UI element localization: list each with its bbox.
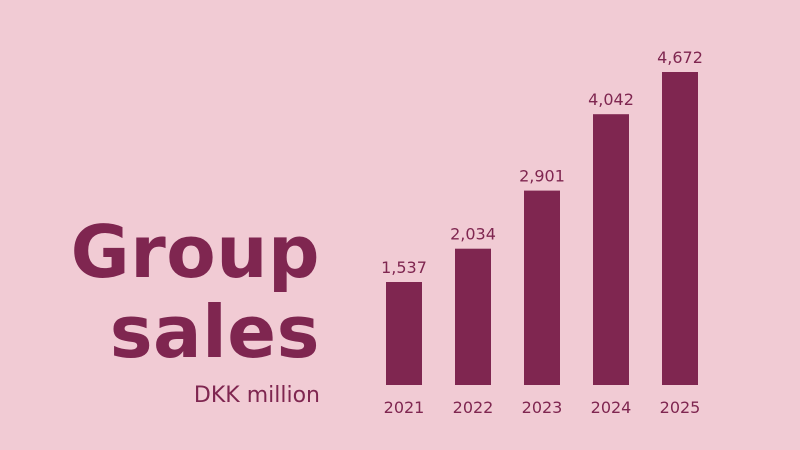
bar-value-label: 4,042	[588, 90, 634, 109]
title-line-1: Group	[70, 210, 320, 294]
unit-label: DKK million	[193, 383, 320, 408]
bar-value-label: 1,537	[381, 258, 427, 277]
bar-2022	[455, 248, 491, 385]
bar-value-label: 2,034	[450, 225, 496, 244]
bar-value-label: 2,901	[519, 167, 565, 186]
bar-2024	[593, 114, 629, 385]
bar-2023	[524, 190, 560, 385]
x-tick-label: 2023	[522, 398, 563, 417]
bar-value-label: 4,672	[657, 48, 703, 67]
x-tick-label: 2021	[384, 398, 425, 417]
bar-2025	[662, 72, 698, 385]
x-tick-label: 2025	[660, 398, 701, 417]
title-line-2: sales	[109, 290, 320, 374]
x-tick-label: 2022	[453, 398, 494, 417]
x-tick-label: 2024	[591, 398, 632, 417]
chart-title: Group sales	[71, 212, 320, 372]
bar-2021	[386, 282, 422, 385]
